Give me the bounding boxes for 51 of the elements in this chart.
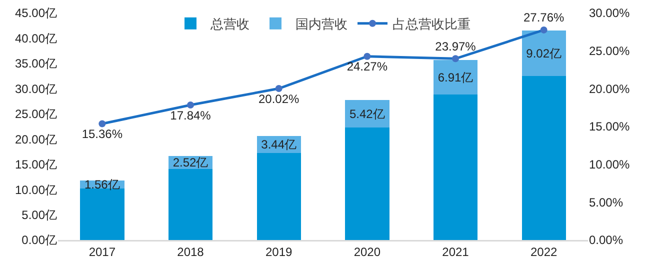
x-tick-label: 2018 — [177, 244, 204, 259]
y2-tick-label: 0.00% — [589, 233, 624, 248]
data-label: 3.44亿 — [261, 138, 297, 152]
y-tick-label: 0.00亿 — [22, 233, 57, 248]
data-label: 17.84% — [170, 108, 212, 122]
y-tick-label: 10.00亿 — [14, 182, 57, 197]
data-label: 2.52亿 — [172, 156, 208, 170]
y2-tick-label: 30.00% — [589, 6, 630, 20]
x-tick-label: 2021 — [442, 244, 470, 259]
x-tick-label: 2020 — [354, 244, 381, 259]
y-tick-label: 45.00亿 — [14, 6, 57, 20]
bar — [345, 128, 390, 240]
data-label: 27.76% — [523, 10, 565, 25]
data-label: 1.56亿 — [84, 178, 120, 192]
point — [364, 52, 371, 60]
bar — [168, 168, 213, 240]
y2-tick-label: 25.00% — [589, 44, 630, 58]
legend-label: 占总营收比重 — [392, 16, 470, 32]
bar — [433, 94, 478, 240]
point — [452, 55, 459, 62]
point — [540, 26, 548, 34]
legend-label: 国内营收 — [296, 16, 348, 32]
data-label: 20.02% — [258, 92, 300, 106]
bar — [256, 153, 301, 240]
y2-tick-label: 15.00% — [589, 120, 630, 134]
data-label: 5.42亿 — [349, 106, 385, 121]
bar — [345, 100, 390, 128]
data-label: 24.27% — [346, 60, 388, 74]
y2-tick-label: 20.00% — [589, 82, 630, 96]
y-tick-label: 25.00亿 — [14, 107, 57, 122]
y2-tick-label: 5.00% — [589, 195, 624, 210]
x-tick-label: 2022 — [530, 244, 558, 259]
data-label: 23.97% — [435, 39, 476, 54]
x-tick-label: 2019 — [265, 244, 292, 259]
y-tick-label: 30.00亿 — [14, 82, 57, 96]
y-tick-label: 35.00亿 — [14, 56, 57, 71]
x-tick-label: 2017 — [88, 244, 116, 259]
y-tick-label: 20.00亿 — [14, 132, 57, 146]
bar — [80, 188, 124, 240]
data-label: 9.02亿 — [526, 46, 562, 60]
y-tick-label: 5.00亿 — [22, 208, 57, 222]
bar — [522, 76, 566, 240]
point — [98, 120, 106, 128]
y-tick-label: 15.00亿 — [14, 158, 57, 172]
point — [275, 85, 282, 92]
legend-label: 总营收 — [210, 16, 250, 32]
data-label: 6.91亿 — [438, 70, 474, 84]
y-tick-label: 40.00亿 — [14, 31, 57, 46]
data-label: 15.36% — [82, 127, 123, 142]
point — [187, 102, 194, 109]
y2-tick-label: 10.00% — [589, 158, 630, 172]
